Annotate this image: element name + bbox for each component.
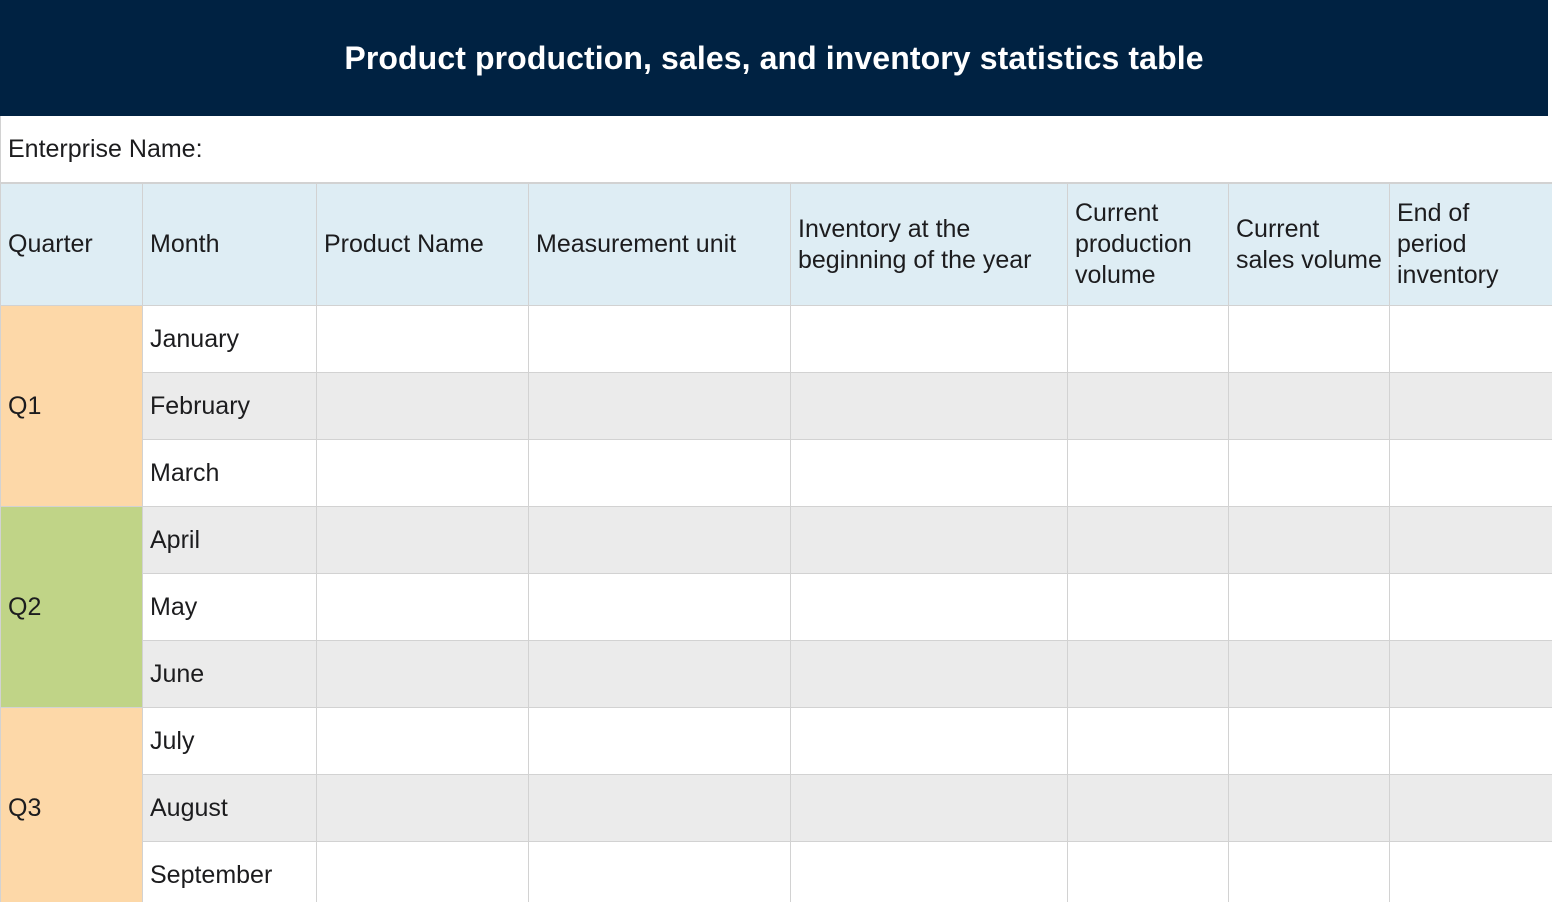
inventory-beginning-cell[interactable] bbox=[790, 774, 1068, 842]
inventory-beginning-cell[interactable] bbox=[790, 573, 1068, 641]
sales-volume-cell[interactable] bbox=[1228, 573, 1390, 641]
header-quarter[interactable]: Quarter bbox=[0, 183, 143, 306]
header-end-inventory[interactable]: End of period inventory bbox=[1389, 183, 1552, 306]
sales-volume-cell[interactable] bbox=[1228, 841, 1390, 902]
end-inventory-cell[interactable] bbox=[1389, 707, 1552, 775]
header-sales-volume[interactable]: Current sales volume bbox=[1228, 183, 1390, 306]
measurement-unit-cell[interactable] bbox=[528, 640, 791, 708]
table-row: February bbox=[1, 372, 1552, 440]
inventory-beginning-cell[interactable] bbox=[790, 841, 1068, 902]
sales-volume-cell[interactable] bbox=[1228, 640, 1390, 708]
quarter-cell[interactable]: Q3 bbox=[0, 707, 143, 902]
end-inventory-cell[interactable] bbox=[1389, 439, 1552, 507]
inventory-beginning-cell[interactable] bbox=[790, 439, 1068, 507]
production-volume-cell[interactable] bbox=[1067, 439, 1229, 507]
measurement-unit-cell[interactable] bbox=[528, 573, 791, 641]
product-name-cell[interactable] bbox=[316, 640, 529, 708]
header-inventory-beginning[interactable]: Inventory at the beginning of the year bbox=[790, 183, 1068, 306]
enterprise-name-label: Enterprise Name: bbox=[8, 134, 203, 163]
month-cell[interactable]: June bbox=[142, 640, 317, 708]
measurement-unit-cell[interactable] bbox=[528, 506, 791, 574]
inventory-beginning-cell[interactable] bbox=[790, 640, 1068, 708]
month-cell[interactable]: May bbox=[142, 573, 317, 641]
product-name-cell[interactable] bbox=[316, 707, 529, 775]
month-cell[interactable]: August bbox=[142, 774, 317, 842]
sheet-title[interactable]: Product production, sales, and inventory… bbox=[344, 39, 1204, 76]
end-inventory-cell[interactable] bbox=[1389, 774, 1552, 842]
header-product-name[interactable]: Product Name bbox=[316, 183, 529, 306]
table-row: Q1 January bbox=[0, 305, 1552, 507]
enterprise-name-row[interactable]: Enterprise Name: bbox=[0, 116, 1552, 183]
product-name-cell[interactable] bbox=[316, 573, 529, 641]
sales-volume-cell[interactable] bbox=[1228, 372, 1390, 440]
end-inventory-cell[interactable] bbox=[1389, 305, 1552, 373]
statistics-table: Quarter Month Product Name Measurement u… bbox=[0, 183, 1552, 902]
month-cell[interactable]: July bbox=[142, 707, 317, 775]
sales-volume-cell[interactable] bbox=[1228, 774, 1390, 842]
product-name-cell[interactable] bbox=[316, 774, 529, 842]
end-inventory-cell[interactable] bbox=[1389, 640, 1552, 708]
measurement-unit-cell[interactable] bbox=[528, 707, 791, 775]
end-inventory-cell[interactable] bbox=[1389, 372, 1552, 440]
production-volume-cell[interactable] bbox=[1067, 774, 1229, 842]
sales-volume-cell[interactable] bbox=[1228, 439, 1390, 507]
product-name-cell[interactable] bbox=[316, 841, 529, 902]
sales-volume-cell[interactable] bbox=[1228, 305, 1390, 373]
end-inventory-cell[interactable] bbox=[1389, 573, 1552, 641]
table-row: Q3 July bbox=[0, 707, 1552, 902]
production-volume-cell[interactable] bbox=[1067, 640, 1229, 708]
table-row: Q2 April bbox=[0, 506, 1552, 708]
production-volume-cell[interactable] bbox=[1067, 707, 1229, 775]
sales-volume-cell[interactable] bbox=[1228, 707, 1390, 775]
inventory-beginning-cell[interactable] bbox=[790, 506, 1068, 574]
production-volume-cell[interactable] bbox=[1067, 506, 1229, 574]
header-production-volume[interactable]: Current production volume bbox=[1067, 183, 1229, 306]
header-measurement-unit[interactable]: Measurement unit bbox=[528, 183, 791, 306]
measurement-unit-cell[interactable] bbox=[528, 372, 791, 440]
month-cell[interactable]: February bbox=[142, 372, 317, 440]
production-volume-cell[interactable] bbox=[1067, 305, 1229, 373]
measurement-unit-cell[interactable] bbox=[528, 305, 791, 373]
header-month[interactable]: Month bbox=[142, 183, 317, 306]
product-name-cell[interactable] bbox=[316, 439, 529, 507]
table-row: August bbox=[1, 774, 1552, 842]
production-volume-cell[interactable] bbox=[1067, 573, 1229, 641]
title-bar: Product production, sales, and inventory… bbox=[0, 0, 1548, 116]
table-row: March bbox=[1, 439, 1552, 507]
month-cell[interactable]: January bbox=[142, 305, 317, 373]
end-inventory-cell[interactable] bbox=[1389, 841, 1552, 902]
product-name-cell[interactable] bbox=[316, 305, 529, 373]
measurement-unit-cell[interactable] bbox=[528, 841, 791, 902]
production-volume-cell[interactable] bbox=[1067, 372, 1229, 440]
product-name-cell[interactable] bbox=[316, 506, 529, 574]
table-row: May bbox=[1, 573, 1552, 641]
inventory-beginning-cell[interactable] bbox=[790, 707, 1068, 775]
measurement-unit-cell[interactable] bbox=[528, 439, 791, 507]
quarter-cell[interactable]: Q1 bbox=[0, 305, 143, 507]
inventory-beginning-cell[interactable] bbox=[790, 305, 1068, 373]
month-cell[interactable]: April bbox=[142, 506, 317, 574]
table-row: September bbox=[1, 841, 1552, 902]
table-row: June bbox=[1, 640, 1552, 708]
month-cell[interactable]: September bbox=[142, 841, 317, 902]
measurement-unit-cell[interactable] bbox=[528, 774, 791, 842]
quarter-cell[interactable]: Q2 bbox=[0, 506, 143, 708]
end-inventory-cell[interactable] bbox=[1389, 506, 1552, 574]
month-cell[interactable]: March bbox=[142, 439, 317, 507]
production-volume-cell[interactable] bbox=[1067, 841, 1229, 902]
sales-volume-cell[interactable] bbox=[1228, 506, 1390, 574]
inventory-beginning-cell[interactable] bbox=[790, 372, 1068, 440]
header-row: Quarter Month Product Name Measurement u… bbox=[0, 183, 1552, 306]
product-name-cell[interactable] bbox=[316, 372, 529, 440]
